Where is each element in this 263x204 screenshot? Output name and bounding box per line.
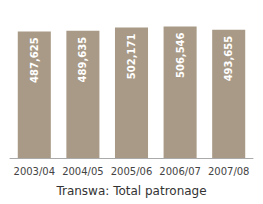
svg-text:2005/06: 2005/06: [111, 166, 153, 177]
svg-text:2006/07: 2006/07: [159, 166, 201, 177]
svg-text:2007/08: 2007/08: [208, 166, 250, 177]
svg-text:502,171: 502,171: [126, 34, 137, 80]
svg-text:489,635: 489,635: [77, 37, 88, 83]
svg-text:487,625: 487,625: [29, 37, 40, 83]
svg-text:Transwa: Total patronage: Transwa: Total patronage: [55, 184, 206, 198]
svg-text:2003/04: 2003/04: [14, 166, 56, 177]
svg-text:506,546: 506,546: [175, 32, 186, 78]
svg-text:493,655: 493,655: [223, 36, 234, 82]
svg-text:2004/05: 2004/05: [62, 166, 104, 177]
